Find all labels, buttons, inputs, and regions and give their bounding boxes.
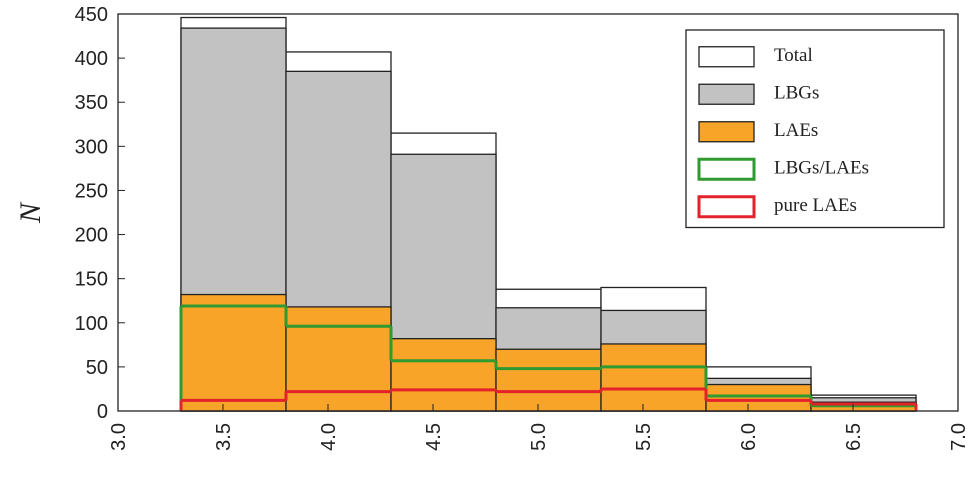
legend-swatch — [698, 83, 755, 105]
y-tick-label: 100 — [75, 313, 108, 335]
legend: Total LBGs LAEs LBGs/LAEs pure LAEs — [685, 29, 945, 229]
bar — [495, 348, 602, 412]
y-tick-label: 200 — [75, 225, 108, 247]
bar — [705, 383, 812, 412]
bar — [390, 338, 497, 412]
legend-label: LAEs — [774, 120, 818, 141]
bar — [180, 293, 287, 412]
x-tick-label: 3.0 — [108, 423, 130, 451]
y-tick-label: 300 — [75, 136, 108, 158]
y-tick-label: 450 — [75, 4, 108, 26]
legend-swatch — [697, 195, 756, 219]
y-tick-label: 50 — [86, 357, 108, 379]
x-tick-label: 7.0 — [948, 423, 970, 451]
y-tick-label: 250 — [75, 180, 108, 202]
y-tick-label: 350 — [75, 92, 108, 114]
legend-label: LBGs/LAEs — [774, 158, 869, 179]
x-tick-label: 3.5 — [213, 423, 235, 451]
legend-swatch — [698, 121, 755, 143]
y-axis-label: N — [14, 201, 47, 224]
legend-label: LBGs — [774, 83, 819, 104]
y-tick-label: 0 — [97, 401, 108, 423]
legend-label: pure LAEs — [774, 195, 857, 216]
x-tick-label: 5.5 — [633, 423, 655, 451]
y-tick-label: 150 — [75, 269, 108, 291]
x-tick-label: 4.0 — [318, 423, 340, 451]
x-tick-label: 4.5 — [423, 423, 445, 451]
legend-label: Total — [774, 45, 813, 66]
bar — [600, 343, 707, 412]
x-tick-label: 6.0 — [738, 423, 760, 451]
x-tick-label: 5.0 — [528, 423, 550, 451]
x-tick-label: 6.5 — [843, 423, 865, 451]
y-tick-label: 400 — [75, 48, 108, 70]
legend-swatch — [698, 46, 755, 68]
legend-swatch — [697, 157, 756, 181]
bar — [285, 306, 392, 412]
